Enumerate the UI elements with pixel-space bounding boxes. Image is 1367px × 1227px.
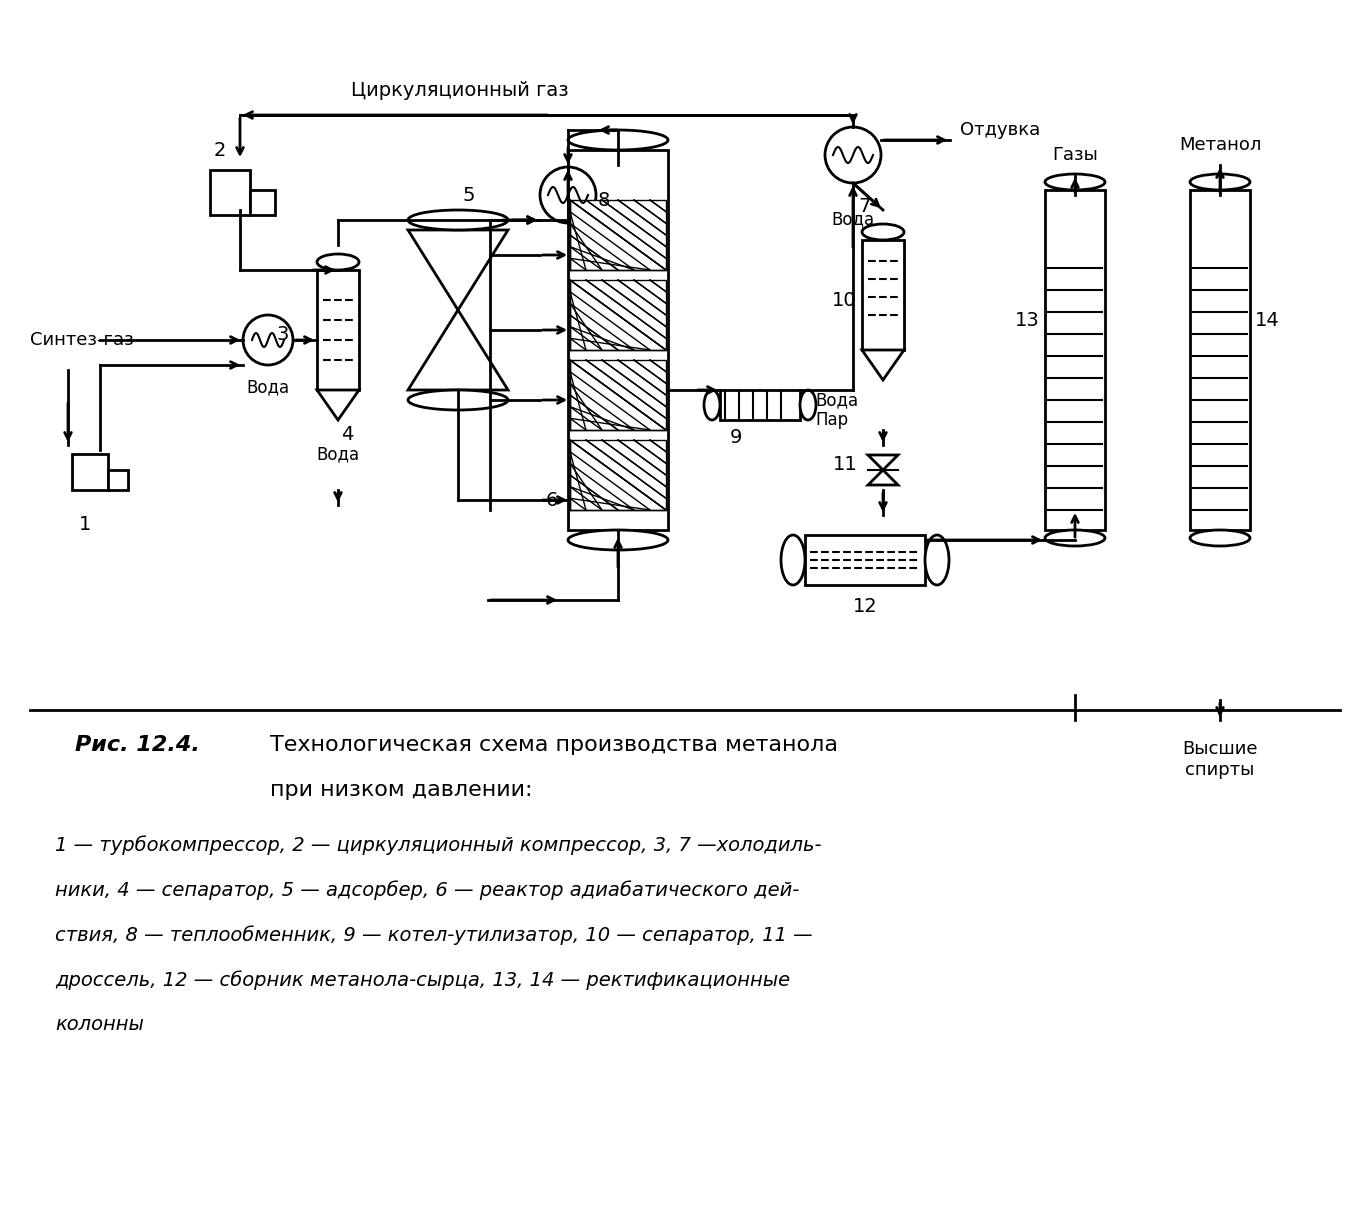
Circle shape — [826, 128, 880, 183]
Text: 13: 13 — [1016, 310, 1040, 330]
Text: Метанол: Метанол — [1178, 136, 1262, 155]
Bar — [72, 454, 108, 490]
Text: 2: 2 — [213, 141, 226, 160]
Text: Синтез-газ: Синтез-газ — [30, 331, 134, 348]
Ellipse shape — [800, 390, 816, 420]
Bar — [570, 440, 666, 510]
Bar — [720, 390, 800, 420]
Ellipse shape — [317, 254, 360, 270]
Ellipse shape — [925, 535, 949, 585]
Bar — [108, 470, 128, 490]
Bar — [1191, 190, 1249, 530]
Text: 1 — турбокомпрессор, 2 — циркуляционный компрессор, 3, 7 —холодиль-: 1 — турбокомпрессор, 2 — циркуляционный … — [55, 836, 822, 855]
Ellipse shape — [1191, 530, 1249, 546]
Text: 10: 10 — [833, 291, 857, 309]
Bar — [211, 171, 250, 215]
Text: 9: 9 — [730, 428, 742, 447]
Text: 7: 7 — [858, 198, 871, 216]
Text: 1: 1 — [79, 515, 92, 534]
Polygon shape — [317, 390, 360, 420]
Polygon shape — [868, 455, 898, 470]
Text: колонны: колонны — [55, 1016, 144, 1034]
Ellipse shape — [407, 390, 509, 410]
Text: ствия, 8 — теплообменник, 9 — котел-утилизатор, 10 — сепаратор, 11 —: ствия, 8 — теплообменник, 9 — котел-утил… — [55, 925, 812, 945]
Text: Циркуляционный газ: Циркуляционный газ — [351, 81, 569, 99]
Text: Вода: Вода — [246, 378, 290, 396]
Bar — [317, 270, 360, 390]
Bar — [250, 190, 275, 215]
Text: при низком давлении:: при низком давлении: — [271, 780, 533, 800]
Circle shape — [243, 315, 293, 364]
Text: 5: 5 — [463, 187, 476, 205]
Bar — [863, 240, 904, 350]
Bar — [569, 150, 668, 530]
Ellipse shape — [863, 225, 904, 240]
Ellipse shape — [781, 535, 805, 585]
Text: Высшие
спирты: Высшие спирты — [1182, 740, 1258, 779]
Bar — [570, 200, 666, 270]
Polygon shape — [863, 350, 904, 380]
Ellipse shape — [569, 130, 668, 150]
Text: 3: 3 — [276, 325, 288, 345]
Ellipse shape — [1044, 174, 1105, 190]
Text: Отдувка: Отдувка — [960, 121, 1040, 139]
Text: дроссель, 12 — сборник метанола-сырца, 13, 14 — ректификационные: дроссель, 12 — сборник метанола-сырца, 1… — [55, 971, 790, 990]
Text: 6: 6 — [545, 491, 558, 509]
Polygon shape — [407, 310, 509, 390]
Ellipse shape — [704, 390, 720, 420]
Text: 14: 14 — [1255, 310, 1280, 330]
Text: Вода: Вода — [831, 210, 875, 228]
Ellipse shape — [1191, 174, 1249, 190]
Text: 4: 4 — [340, 425, 354, 444]
Circle shape — [540, 167, 596, 223]
Polygon shape — [407, 229, 509, 310]
Text: 8: 8 — [597, 190, 611, 210]
Text: Газы: Газы — [1053, 146, 1098, 164]
Bar — [570, 360, 666, 429]
Text: Вода: Вода — [316, 445, 360, 463]
Bar — [805, 535, 925, 585]
Bar — [570, 280, 666, 350]
Text: Вода: Вода — [815, 391, 858, 409]
Text: 11: 11 — [834, 455, 858, 475]
Text: Рис. 12.4.: Рис. 12.4. — [75, 735, 200, 755]
Polygon shape — [868, 470, 898, 485]
Text: 12: 12 — [853, 598, 878, 616]
Ellipse shape — [1044, 530, 1105, 546]
Text: Технологическая схема производства метанола: Технологическая схема производства метан… — [271, 735, 838, 755]
Ellipse shape — [407, 210, 509, 229]
Ellipse shape — [569, 530, 668, 550]
Text: ники, 4 — сепаратор, 5 — адсорбер, 6 — реактор адиабатического дей-: ники, 4 — сепаратор, 5 — адсорбер, 6 — р… — [55, 880, 800, 899]
Bar — [1044, 190, 1105, 530]
Text: Пар: Пар — [815, 411, 848, 429]
